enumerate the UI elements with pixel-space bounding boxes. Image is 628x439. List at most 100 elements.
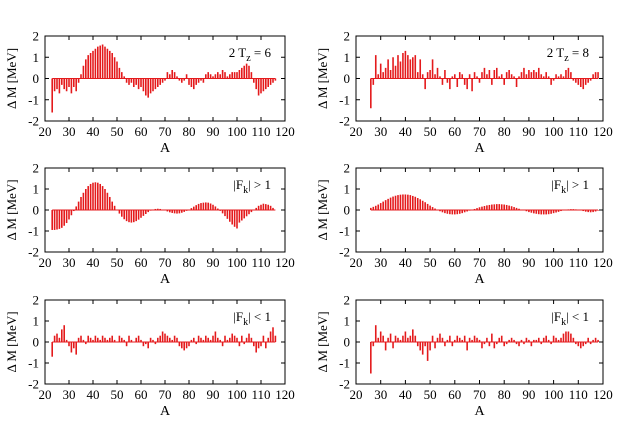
x-tick-label: 120 [275, 124, 295, 139]
chart-panel-p4: 20 30 40 50 60 70 80 90 100 110 120 -2 -1 0 1 2 A Δ M [Me… [315, 161, 613, 288]
x-tick-label: 80 [183, 387, 196, 402]
x-tick-label: 60 [135, 387, 148, 402]
y-tick-label: -1 [339, 356, 350, 371]
panel-annotation: 2 Tz = 8 [547, 45, 589, 64]
x-tick-label: 110 [569, 387, 588, 402]
y-tick-label: 2 [33, 293, 40, 308]
panel-annotation: |Fk| > 1 [233, 177, 271, 196]
x-tick-label: 60 [135, 255, 148, 270]
y-tick-label: 1 [33, 314, 40, 329]
x-tick-label: 30 [63, 255, 76, 270]
y-axis-label: Δ M [MeV] [315, 48, 330, 109]
x-tick-label: 50 [111, 255, 124, 270]
x-tick-label: 110 [251, 387, 270, 402]
x-tick-label: 100 [544, 255, 564, 270]
x-axis-label: A [474, 404, 485, 419]
x-tick-label: 50 [111, 387, 124, 402]
y-tick-label: 2 [344, 29, 351, 44]
x-tick-label: 90 [522, 255, 535, 270]
x-tick-label: 40 [87, 124, 100, 139]
y-axis-label: Δ M [MeV] [4, 48, 19, 109]
x-tick-label: 40 [399, 255, 412, 270]
x-tick-label: 90 [207, 255, 220, 270]
x-tick-label: 70 [159, 124, 172, 139]
x-tick-label: 100 [227, 255, 247, 270]
x-tick-label: 110 [251, 124, 270, 139]
x-tick-label: 80 [498, 255, 511, 270]
x-tick-label: 50 [424, 255, 437, 270]
y-axis-label: Δ M [MeV] [315, 179, 330, 240]
y-axis-label: Δ M [MeV] [315, 311, 330, 372]
x-tick-label: 120 [593, 124, 613, 139]
x-tick-label: 30 [63, 124, 76, 139]
chart-panel-p3: 20 30 40 50 60 70 80 90 100 110 120 -2 -1 0 1 2 A Δ M [Me… [4, 161, 295, 288]
x-tick-label: 120 [275, 387, 295, 402]
x-tick-label: 110 [569, 124, 588, 139]
x-tick-label: 20 [350, 255, 363, 270]
x-tick-label: 30 [374, 124, 387, 139]
y-tick-label: -2 [339, 114, 350, 129]
x-tick-label: 120 [593, 255, 613, 270]
panel-annotation: |Fk| > 1 [551, 177, 589, 196]
x-tick-label: 70 [473, 124, 486, 139]
x-tick-label: 70 [159, 255, 172, 270]
x-tick-label: 120 [593, 387, 613, 402]
y-tick-label: 1 [344, 50, 351, 65]
x-tick-label: 40 [87, 387, 100, 402]
x-tick-label: 80 [183, 124, 196, 139]
x-tick-label: 40 [399, 387, 412, 402]
y-tick-label: 0 [33, 335, 40, 350]
chart-panel-p5: 20 30 40 50 60 70 80 90 100 110 120 -2 -1 0 1 2 A Δ M [Me… [4, 293, 295, 420]
y-tick-label: 2 [33, 29, 40, 44]
panel-annotation: |Fk| < 1 [551, 309, 589, 328]
y-tick-label: 0 [33, 203, 40, 218]
y-tick-label: 2 [33, 161, 40, 176]
x-tick-label: 100 [544, 387, 564, 402]
x-tick-label: 20 [39, 255, 52, 270]
y-tick-label: 1 [33, 182, 40, 197]
panel-annotation: 2 Tz = 6 [229, 45, 272, 64]
x-tick-label: 70 [473, 387, 486, 402]
y-tick-label: 0 [33, 71, 40, 86]
x-tick-label: 40 [399, 124, 412, 139]
x-tick-label: 50 [424, 387, 437, 402]
x-tick-label: 90 [207, 387, 220, 402]
x-tick-label: 90 [522, 124, 535, 139]
y-tick-label: -1 [28, 92, 39, 107]
x-axis-label: A [474, 272, 485, 287]
y-tick-label: -2 [28, 114, 39, 129]
y-tick-label: -2 [28, 377, 39, 392]
x-tick-label: 30 [374, 255, 387, 270]
x-tick-label: 80 [183, 255, 196, 270]
y-axis-label: Δ M [MeV] [4, 311, 19, 372]
x-axis-label: A [160, 272, 171, 287]
x-tick-label: 110 [251, 255, 270, 270]
y-tick-label: 2 [344, 161, 351, 176]
y-tick-label: 0 [344, 335, 351, 350]
chart-panel-p2: 20 30 40 50 60 70 80 90 100 110 120 -2 -1 0 1 2 A Δ M [Me… [315, 29, 613, 157]
x-tick-label: 20 [39, 387, 52, 402]
x-tick-label: 30 [374, 387, 387, 402]
x-tick-label: 80 [498, 387, 511, 402]
x-tick-label: 110 [569, 255, 588, 270]
x-tick-label: 90 [207, 124, 220, 139]
y-tick-label: -2 [339, 245, 350, 260]
chart-panel-p1: 20 30 40 50 60 70 80 90 100 110 120 -2 -1 0 1 2 A Δ M [Me… [4, 29, 295, 157]
y-tick-label: 2 [344, 293, 351, 308]
y-tick-label: -1 [339, 92, 350, 107]
y-tick-label: 0 [344, 203, 351, 218]
y-tick-label: -1 [339, 224, 350, 239]
y-tick-label: -1 [28, 356, 39, 371]
y-axis-label: Δ M [MeV] [4, 179, 19, 240]
x-tick-label: 90 [522, 387, 535, 402]
x-tick-label: 50 [111, 124, 124, 139]
y-tick-label: -1 [28, 224, 39, 239]
x-tick-label: 30 [63, 387, 76, 402]
y-tick-label: 1 [344, 182, 351, 197]
x-tick-label: 70 [159, 387, 172, 402]
x-axis-label: A [474, 141, 485, 156]
x-tick-label: 60 [448, 255, 461, 270]
chart-panel-p6: 20 30 40 50 60 70 80 90 100 110 120 -2 -1 0 1 2 A Δ M [Me… [315, 293, 613, 420]
x-tick-label: 80 [498, 124, 511, 139]
